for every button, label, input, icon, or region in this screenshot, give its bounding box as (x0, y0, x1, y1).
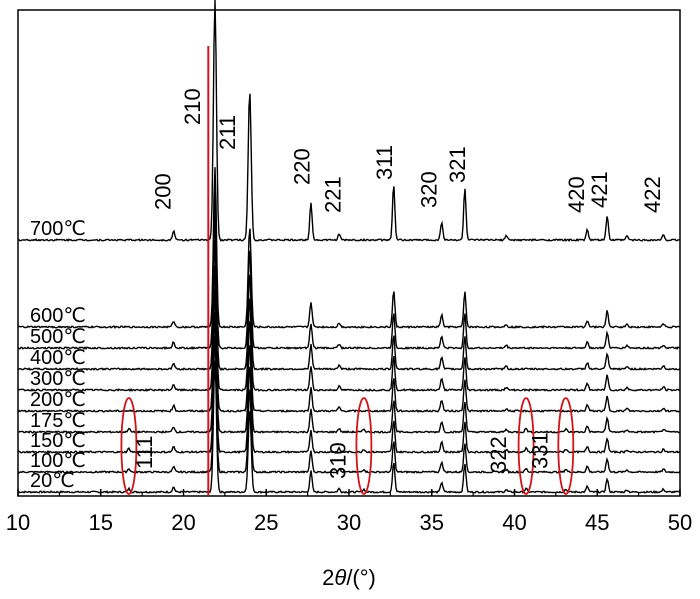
peak-label: 200 (150, 173, 175, 210)
series-label: 200℃ (30, 389, 86, 411)
plot-frame (17, 9, 681, 497)
x-axis: 10 15 20 25 30 35 40 45 50 (6, 489, 692, 535)
highlight-ellipse (120, 397, 138, 495)
series-label: 600℃ (30, 305, 86, 327)
peak-label: 320 (417, 171, 442, 208)
trace-line (17, 167, 681, 330)
x-tick-label: 35 (420, 510, 444, 535)
highlight-ellipse (557, 397, 575, 495)
trace-line (17, 312, 681, 455)
peak-label: 322 (486, 436, 511, 473)
series-label: 150℃ (30, 430, 86, 452)
x-tick-label: 30 (337, 510, 361, 535)
x-tick-label: 40 (502, 510, 526, 535)
trace-line (17, 191, 681, 351)
peak-label: 310 (326, 442, 351, 479)
highlight-ellipse (355, 397, 373, 495)
peak-label: 211 (215, 115, 240, 150)
x-tick-label: 45 (585, 510, 609, 535)
peak-label: 220 (289, 148, 314, 185)
peak-label: 311 (372, 145, 397, 180)
x-tick-label: 50 (668, 510, 692, 535)
x-tick-label: 10 (6, 510, 30, 535)
peak-label: 321 (445, 146, 470, 183)
trace-line (17, 239, 681, 392)
peak-label: 331 (528, 432, 553, 469)
series-label: 700℃ (30, 218, 86, 240)
x-tick-label: 25 (254, 510, 278, 535)
plot-area: 20℃100℃150℃175℃200℃300℃400℃500℃600℃700℃ … (17, 0, 681, 497)
peak-label: 210 (180, 88, 205, 125)
series-label: 175℃ (30, 410, 86, 432)
series-label: 100℃ (30, 450, 86, 472)
trace-line (17, 335, 681, 474)
series-label: 400℃ (30, 347, 86, 369)
series-label: 20℃ (30, 470, 75, 492)
series-label: 500℃ (30, 326, 86, 348)
peak-label: 221 (321, 176, 346, 213)
peak-label: 420 (564, 176, 589, 213)
highlight-ellipse (517, 397, 535, 495)
x-tick-label: 15 (89, 510, 113, 535)
trace-line (17, 288, 681, 434)
highlight-ellipses (120, 397, 575, 495)
trace-line (17, 0, 681, 243)
peak-label: 111 (132, 436, 157, 469)
trace-line (17, 265, 681, 413)
trace-line (17, 215, 681, 372)
peak-label: 422 (640, 176, 665, 213)
x-axis-label: 2θ/(°) (322, 565, 376, 590)
x-tick-label: 20 (171, 510, 195, 535)
xrd-traces (17, 0, 681, 494)
series-label: 300℃ (30, 368, 86, 390)
peak-label: 421 (587, 171, 612, 208)
